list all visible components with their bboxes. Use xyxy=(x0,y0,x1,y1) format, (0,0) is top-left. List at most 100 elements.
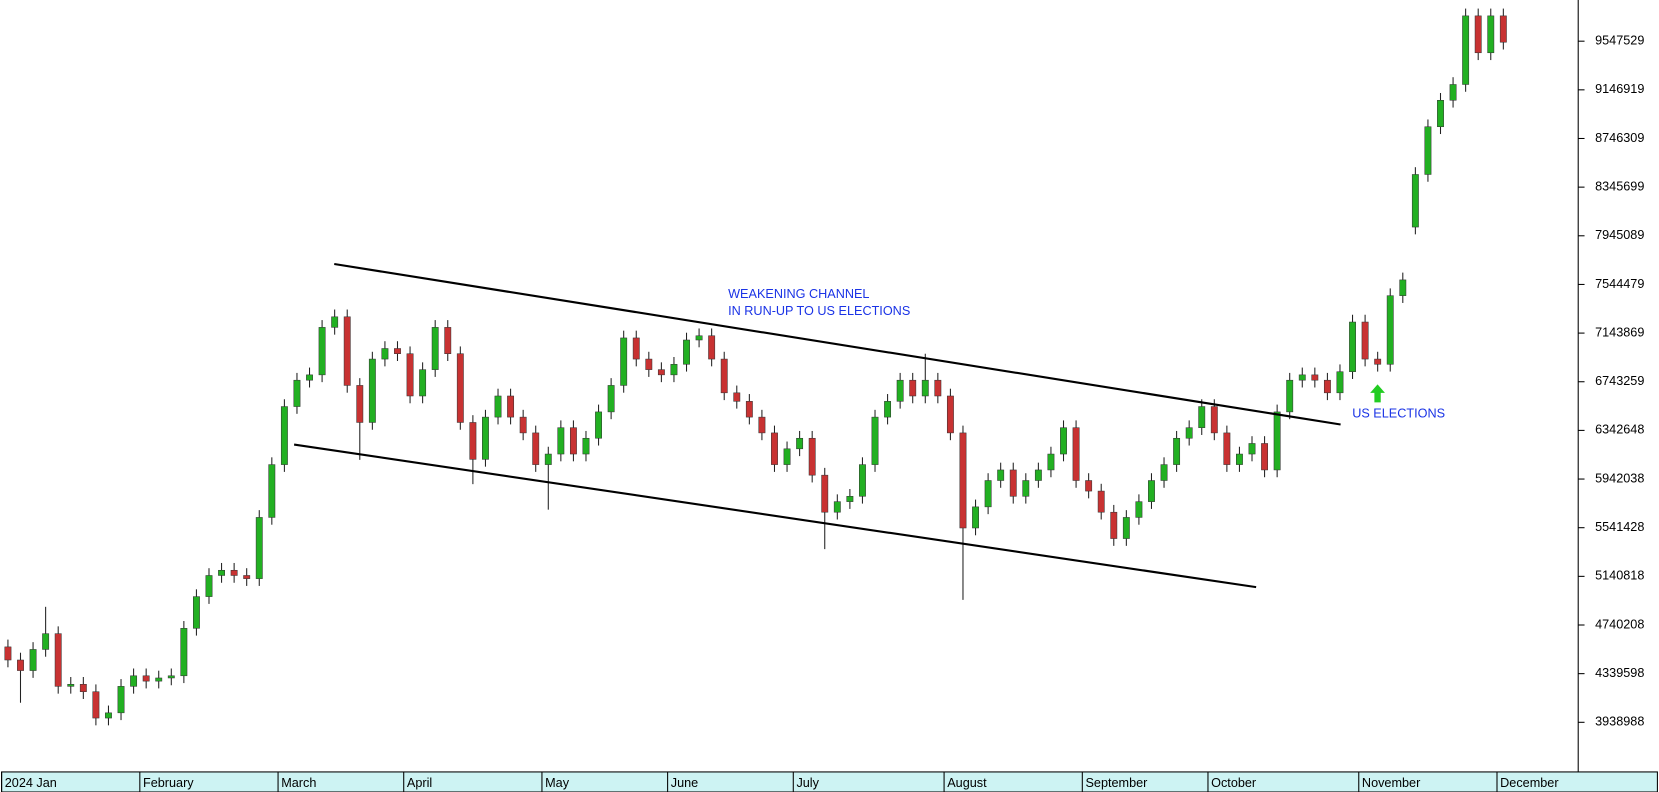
candle-body xyxy=(846,496,854,502)
candle-body xyxy=(569,427,577,455)
candle-body xyxy=(155,677,163,682)
candle-body xyxy=(230,569,238,576)
candle-body xyxy=(1399,279,1407,296)
candle-body xyxy=(243,575,251,579)
candle-body xyxy=(833,501,841,513)
arrow xyxy=(1370,384,1385,403)
candle-body xyxy=(381,348,389,360)
candle-body xyxy=(444,327,452,354)
candle-body xyxy=(1336,371,1344,394)
candle-body xyxy=(1034,469,1042,481)
candle-body xyxy=(645,358,653,370)
candle-body xyxy=(255,517,263,579)
candle-body xyxy=(1047,453,1055,471)
y-tick-label: 9146919 xyxy=(1595,82,1644,96)
candle-body xyxy=(318,327,326,376)
candle-body xyxy=(1374,358,1382,365)
candle-body xyxy=(1349,321,1356,372)
candle-body xyxy=(783,448,791,465)
y-tick-label: 9547529 xyxy=(1595,34,1644,48)
candle-body xyxy=(997,469,1005,481)
candle-body xyxy=(1386,295,1394,365)
candle-body xyxy=(620,337,628,386)
candle-body xyxy=(494,395,502,418)
candle-body xyxy=(1148,480,1155,502)
annotation: WEAKENING CHANNEL xyxy=(728,287,869,301)
candle-body xyxy=(808,437,816,476)
candle-body xyxy=(54,633,62,687)
candle-body xyxy=(720,358,728,394)
x-tick-label: June xyxy=(671,776,698,790)
annotation: IN RUN-UP TO US ELECTIONS xyxy=(728,304,910,318)
candle-body xyxy=(532,432,540,465)
candle-body xyxy=(771,432,778,465)
candle-body xyxy=(1499,15,1507,43)
x-tick-label: December xyxy=(1500,776,1558,790)
candle-body xyxy=(17,659,24,671)
x-tick-label: April xyxy=(407,776,432,790)
candle-body xyxy=(42,633,50,650)
candle-body xyxy=(268,464,276,518)
candle-body xyxy=(1009,469,1017,497)
y-tick-label: 5541428 xyxy=(1595,520,1644,534)
candle-body xyxy=(205,575,213,597)
x-tick-label: May xyxy=(545,776,570,790)
candle-body xyxy=(1210,406,1218,434)
candle-body xyxy=(218,569,225,576)
y-tick-label: 4740208 xyxy=(1595,617,1644,631)
candle-body xyxy=(1185,427,1193,439)
candle-body xyxy=(683,339,690,365)
candle-body xyxy=(1085,480,1093,492)
y-tick-label: 7945089 xyxy=(1595,228,1644,242)
annotation: US ELECTIONS xyxy=(1352,406,1445,420)
candle-body xyxy=(984,480,992,508)
candle-body xyxy=(1198,406,1206,428)
candle-body xyxy=(394,348,401,354)
candle-body xyxy=(280,406,288,465)
candle-body xyxy=(934,379,942,397)
candle-body xyxy=(972,506,979,529)
candle-body xyxy=(1311,374,1319,381)
candle-body xyxy=(733,392,741,402)
y-tick-label: 7544479 xyxy=(1595,277,1644,291)
y-tick-label: 6743259 xyxy=(1595,374,1644,388)
candle-body xyxy=(859,464,866,497)
y-tick-label: 6342648 xyxy=(1595,423,1644,437)
candle-body xyxy=(708,335,716,360)
candle-body xyxy=(1298,374,1306,381)
y-tick-label: 8746309 xyxy=(1595,131,1644,145)
y-axis-panel xyxy=(1578,0,1658,772)
candle-body xyxy=(632,337,640,360)
candle-body xyxy=(745,401,753,418)
candle-body xyxy=(1236,453,1243,465)
x-tick-label: September xyxy=(1085,776,1147,790)
x-tick-label: February xyxy=(143,776,194,790)
candle-body xyxy=(1474,15,1482,54)
candle-body xyxy=(1097,490,1105,513)
candle-body xyxy=(105,712,112,719)
candle-body xyxy=(1437,100,1444,128)
candle-body xyxy=(1323,379,1331,394)
candle-body xyxy=(419,369,427,397)
candle-body xyxy=(79,684,87,692)
candle-body xyxy=(1022,480,1030,497)
candle-body xyxy=(946,395,954,434)
candle-body xyxy=(909,379,917,397)
candle-body xyxy=(695,335,703,341)
candle-body xyxy=(1248,443,1256,455)
candle-body xyxy=(796,437,804,450)
candle-body xyxy=(130,675,138,687)
y-tick-label: 8345699 xyxy=(1595,179,1644,193)
candle-body xyxy=(1173,437,1181,465)
candle-body xyxy=(92,691,100,719)
candle-body xyxy=(4,646,12,661)
candle-body xyxy=(343,316,351,386)
x-tick-label: August xyxy=(947,776,987,790)
candle-body xyxy=(331,316,339,328)
candle-body xyxy=(1361,321,1369,360)
candle-body xyxy=(293,379,301,407)
y-tick-label: 5942038 xyxy=(1595,471,1644,485)
candle-body xyxy=(607,385,615,413)
candle-body xyxy=(180,628,188,677)
